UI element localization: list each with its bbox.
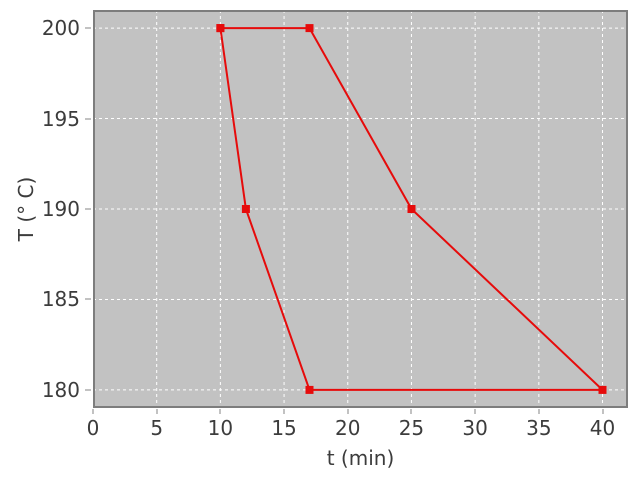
x-tick-label: 10 [207,416,234,440]
data-point-marker [241,205,250,213]
x-tick-mark [155,409,158,414]
y-tick-mark [85,388,91,391]
data-point-marker [305,385,314,394]
x-tick-mark [92,409,94,414]
temperature-line-chart [92,10,628,408]
y-tick-mark [85,298,91,301]
plot-frame [93,10,628,408]
y-tick-mark [85,27,91,30]
x-tick-mark [346,409,349,414]
data-point-marker [216,24,225,33]
x-tick-label: 25 [398,416,425,440]
x-tick-label: 20 [335,416,361,440]
x-tick-label: 0 [86,416,100,440]
y-tick-label: 180 [41,377,80,402]
y-tick-label: 200 [41,16,80,41]
y-tick-mark [85,208,91,210]
data-point-marker [305,24,314,33]
x-axis-label: t (min) [326,446,395,470]
data-point-marker [407,205,416,213]
x-tick-label: 40 [589,416,616,440]
x-tick-label: 15 [271,416,297,440]
plot-area [92,10,628,408]
x-tick-mark [474,409,477,414]
y-tick-label: 185 [41,287,80,312]
x-tick-mark [410,409,413,414]
y-tick-label: 195 [41,106,80,131]
x-tick-label: 35 [526,416,552,440]
x-tick-mark [219,409,222,414]
data-point-marker [598,385,607,394]
y-axis-label: T (° C) [14,176,38,242]
x-tick-mark [283,409,286,414]
x-tick-label: 30 [462,416,488,440]
y-tick-mark [85,117,91,120]
x-tick-mark [537,409,540,414]
y-tick-label: 190 [41,197,80,221]
x-tick-label: 5 [150,416,164,440]
x-tick-mark [601,409,604,414]
